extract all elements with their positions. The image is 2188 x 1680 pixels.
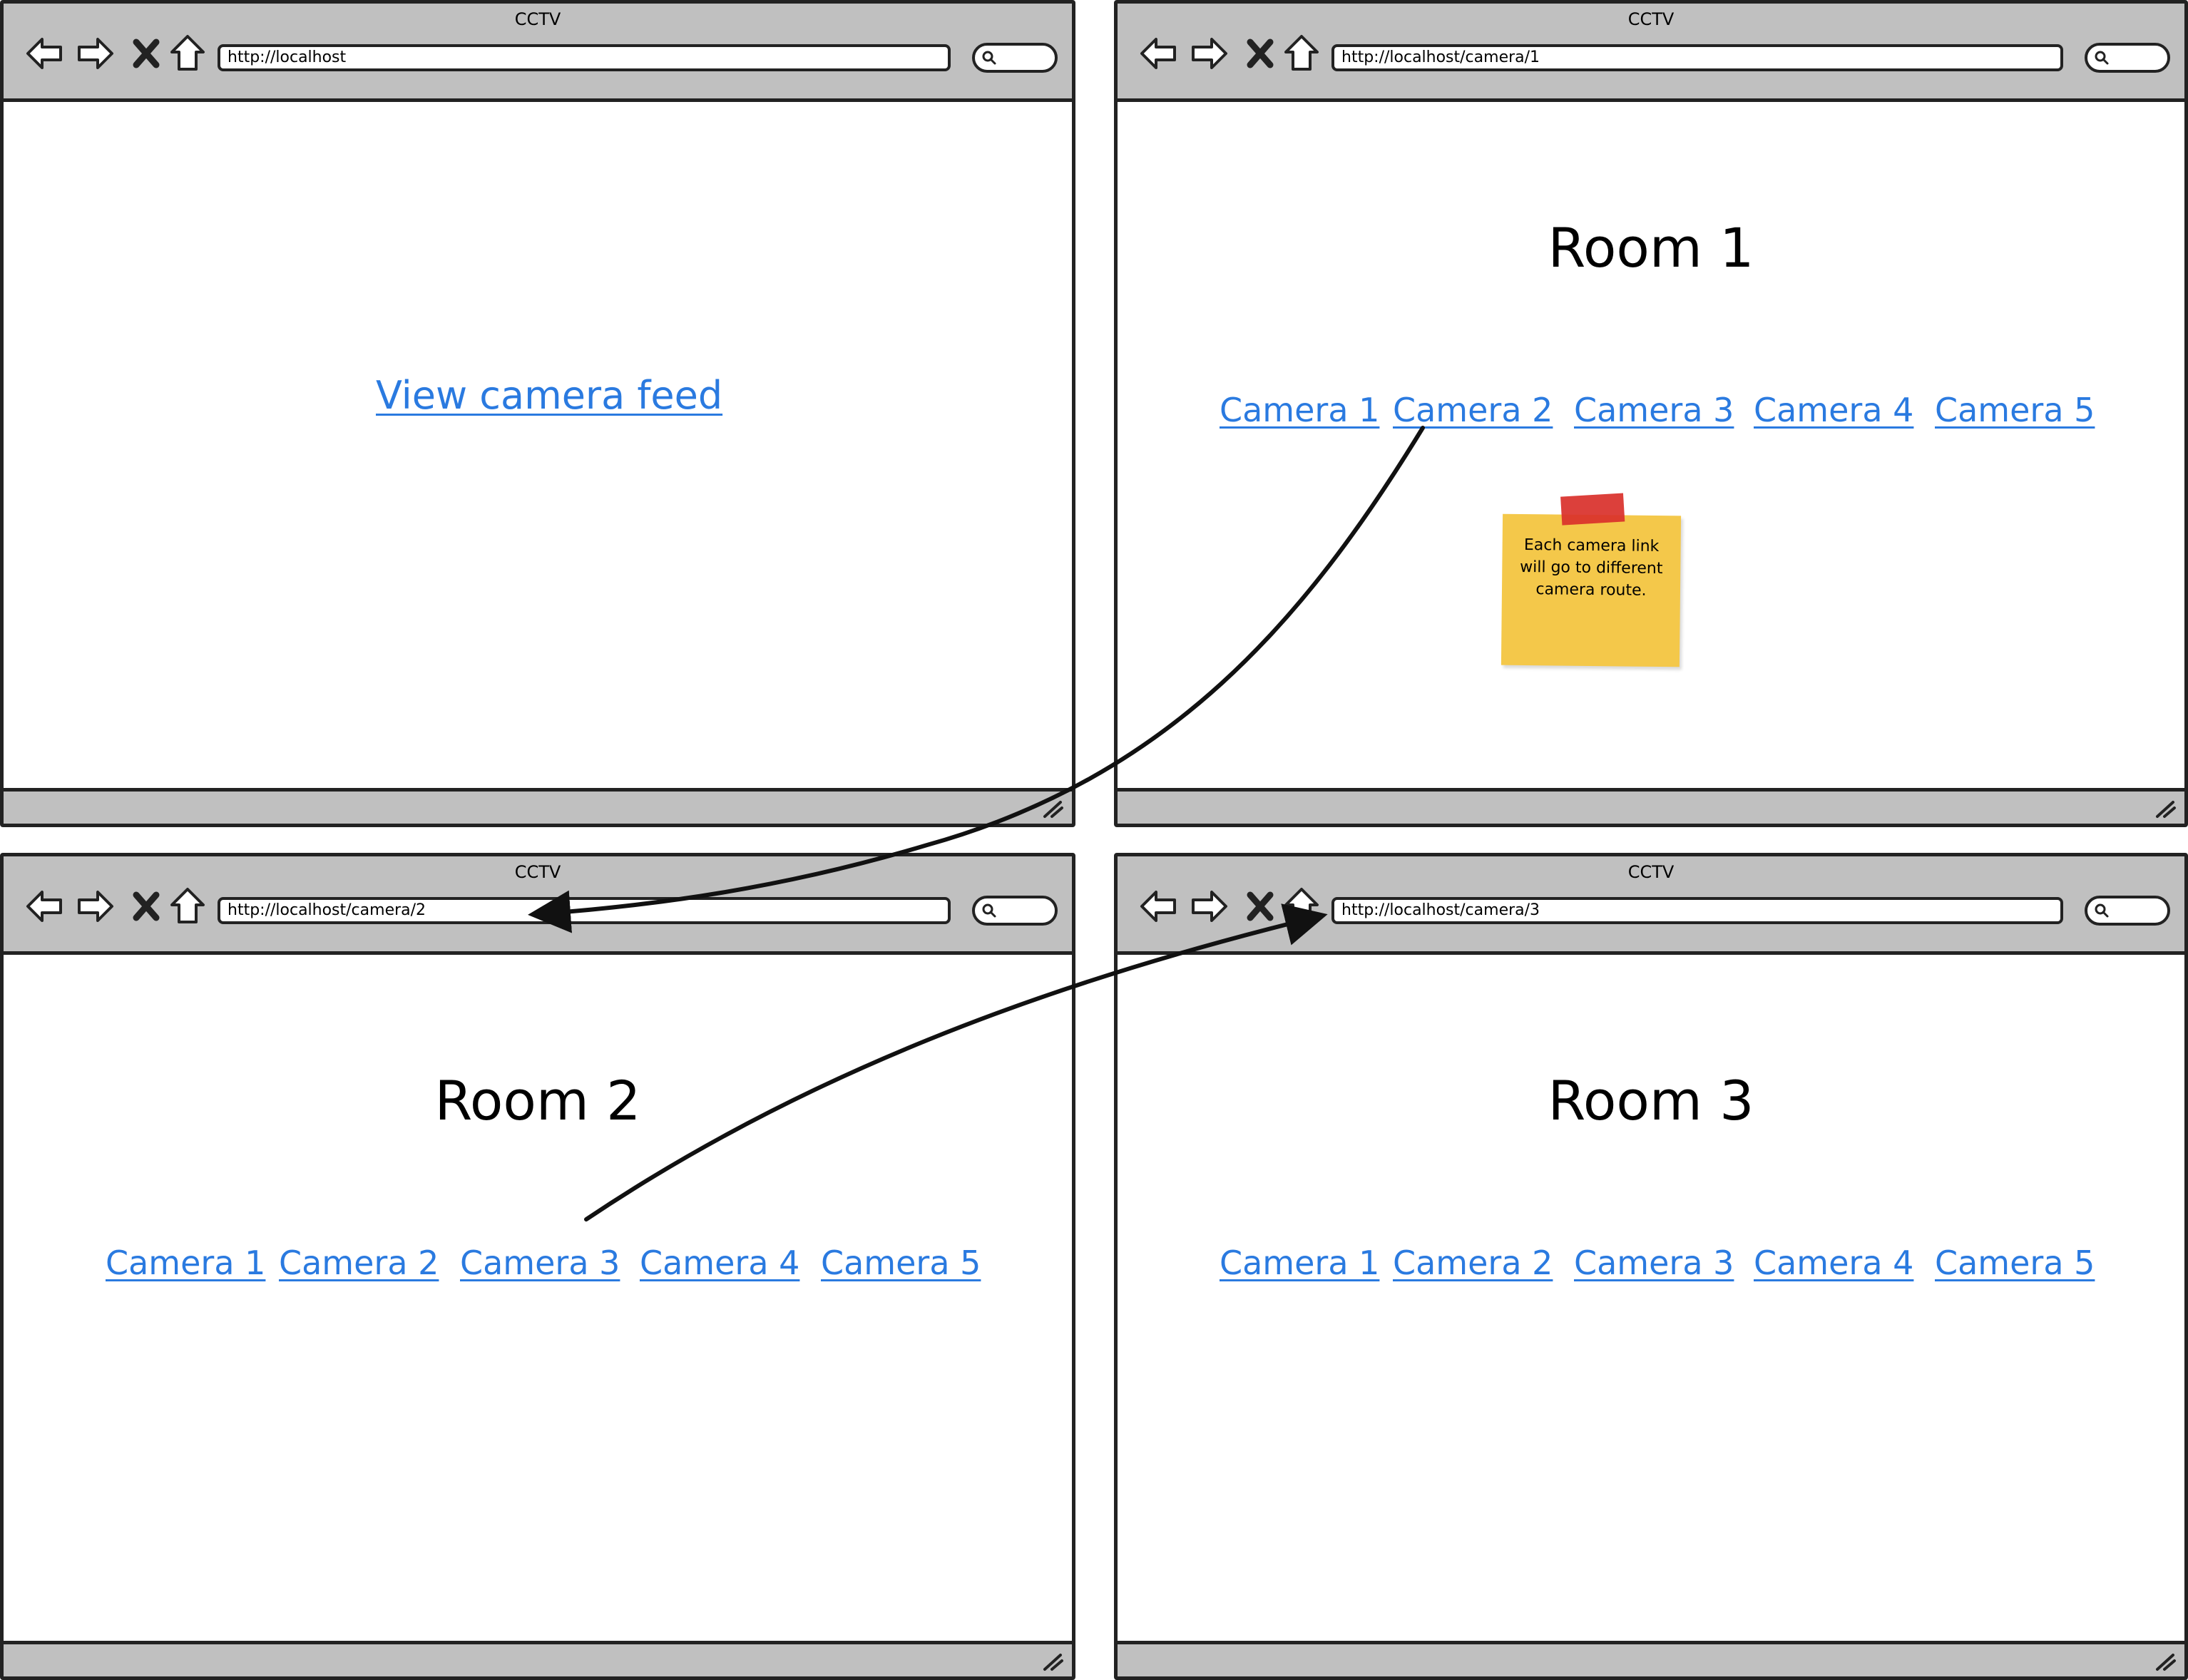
back-arrow-icon[interactable] [1138, 32, 1180, 75]
room-heading: Room 3 [1548, 1069, 1754, 1132]
camera-3-link[interactable]: Camera 3 [1574, 1244, 1734, 1282]
sticky-note: Each camera link will go to different ca… [1501, 493, 1682, 667]
sticky-line: camera route. [1535, 580, 1647, 600]
browser-window-room-1: CCTV http://localhost/camera/1 Room 1 Ca… [1114, 0, 2188, 827]
camera-1-link[interactable]: Camera 1 [106, 1244, 266, 1282]
home-icon[interactable] [166, 885, 209, 928]
window-title: CCTV [1627, 9, 1675, 29]
stop-x-icon[interactable] [125, 32, 168, 75]
back-arrow-icon[interactable] [24, 32, 66, 75]
resize-grip-icon[interactable] [2153, 1651, 2177, 1672]
window-title: CCTV [514, 862, 561, 882]
url-bar[interactable]: http://localhost/camera/1 [1331, 44, 2063, 71]
window-title: CCTV [514, 9, 561, 29]
home-icon[interactable] [1280, 32, 1323, 75]
back-arrow-icon[interactable] [24, 885, 66, 928]
forward-arrow-icon[interactable] [73, 32, 116, 75]
camera-4-link[interactable]: Camera 4 [1754, 391, 1914, 429]
search-icon [982, 903, 996, 918]
status-bar [1118, 788, 2184, 824]
search-icon [2095, 903, 2109, 918]
status-bar [1118, 1641, 2184, 1676]
sticky-tape [1560, 493, 1625, 526]
search-box[interactable] [2085, 896, 2170, 926]
home-icon[interactable] [1280, 885, 1323, 928]
camera-2-link[interactable]: Camera 2 [1393, 391, 1553, 429]
camera-1-link[interactable]: Camera 1 [1220, 1244, 1380, 1282]
home-icon[interactable] [166, 32, 209, 75]
camera-3-link[interactable]: Camera 3 [1574, 391, 1734, 429]
camera-4-link[interactable]: Camera 4 [1754, 1244, 1914, 1282]
browser-window-home: CCTV http://localhost View camera feed [0, 0, 1075, 827]
sticky-line: will go to different [1520, 558, 1663, 578]
url-bar[interactable]: http://localhost/camera/2 [218, 897, 951, 924]
url-bar[interactable]: http://localhost [218, 44, 951, 71]
camera-2-link[interactable]: Camera 2 [1393, 1244, 1553, 1282]
resize-grip-icon[interactable] [2153, 798, 2177, 819]
resize-grip-icon[interactable] [1041, 798, 1065, 819]
resize-grip-icon[interactable] [1041, 1651, 1065, 1672]
view-camera-feed-link[interactable]: View camera feed [376, 373, 723, 418]
status-bar [4, 788, 1072, 824]
room-heading: Room 2 [434, 1069, 641, 1132]
forward-arrow-icon[interactable] [73, 885, 116, 928]
browser-toolbar: CCTV http://localhost/camera/1 [1118, 4, 2184, 102]
browser-window-room-2: CCTV http://localhost/camera/2 Room 2 Ca… [0, 853, 1075, 1680]
sticky-note-text: Each camera link will go to different ca… [1510, 534, 1672, 602]
browser-toolbar: CCTV http://localhost/camera/3 [1118, 856, 2184, 955]
back-arrow-icon[interactable] [1138, 885, 1180, 928]
camera-3-link[interactable]: Camera 3 [460, 1244, 620, 1282]
search-box[interactable] [972, 43, 1058, 73]
sticky-line: Each camera link [1523, 536, 1660, 555]
room-heading: Room 1 [1548, 216, 1754, 280]
forward-arrow-icon[interactable] [1187, 32, 1230, 75]
camera-1-link[interactable]: Camera 1 [1220, 391, 1380, 429]
search-icon [982, 51, 996, 65]
camera-5-link[interactable]: Camera 5 [821, 1244, 981, 1282]
browser-window-room-3: CCTV http://localhost/camera/3 Room 3 Ca… [1114, 853, 2188, 1680]
stop-x-icon[interactable] [1239, 885, 1282, 928]
stop-x-icon[interactable] [1239, 32, 1282, 75]
camera-5-link[interactable]: Camera 5 [1935, 391, 2095, 429]
camera-4-link[interactable]: Camera 4 [640, 1244, 800, 1282]
url-bar[interactable]: http://localhost/camera/3 [1331, 897, 2063, 924]
search-box[interactable] [2085, 43, 2170, 73]
camera-5-link[interactable]: Camera 5 [1935, 1244, 2095, 1282]
camera-2-link[interactable]: Camera 2 [279, 1244, 439, 1282]
forward-arrow-icon[interactable] [1187, 885, 1230, 928]
search-icon [2095, 51, 2109, 65]
browser-toolbar: CCTV http://localhost [4, 4, 1072, 102]
window-title: CCTV [1627, 862, 1675, 882]
search-box[interactable] [972, 896, 1058, 926]
browser-toolbar: CCTV http://localhost/camera/2 [4, 856, 1072, 955]
stop-x-icon[interactable] [125, 885, 168, 928]
status-bar [4, 1641, 1072, 1676]
